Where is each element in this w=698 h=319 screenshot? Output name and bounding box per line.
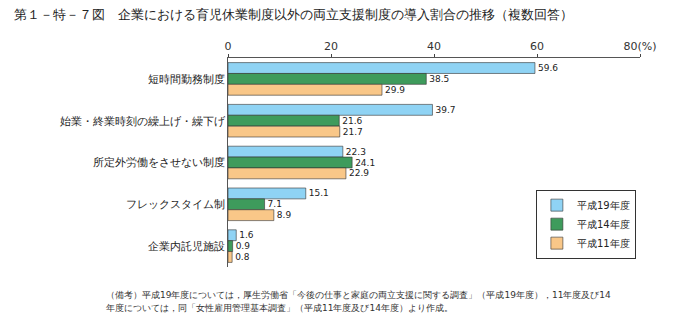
svg-text:0: 0 (225, 40, 232, 53)
svg-text:20: 20 (324, 40, 338, 53)
svg-text:平成11年度: 平成11年度 (577, 238, 630, 249)
svg-text:24.1: 24.1 (355, 158, 375, 168)
svg-text:平成19年度: 平成19年度 (577, 200, 630, 211)
svg-text:40: 40 (427, 40, 441, 53)
svg-text:15.1: 15.1 (309, 188, 329, 198)
svg-text:29.9: 29.9 (385, 85, 405, 95)
svg-text:1.6: 1.6 (239, 230, 254, 240)
svg-text:始業・終業時刻の繰上げ・繰下げ: 始業・終業時刻の繰上げ・繰下げ (60, 115, 226, 128)
svg-text:年度については，同「女性雇用管理基本調査」（平成11年度及び: 年度については，同「女性雇用管理基本調査」（平成11年度及び14年度）より作成。 (106, 303, 453, 313)
svg-text:企業内託児施設: 企業内託児施設 (148, 240, 225, 253)
svg-text:80(%): 80(%) (623, 40, 656, 53)
svg-text:第１－特－７図 企業における育児休業制度以外の両立支援制度の: 第１－特－７図 企業における育児休業制度以外の両立支援制度の導入割合の推移（複数… (14, 7, 573, 22)
svg-text:21.6: 21.6 (342, 116, 362, 126)
svg-text:（備考）平成19年度については，厚生労働省「今後の仕事と家庭: （備考）平成19年度については，厚生労働省「今後の仕事と家庭の両立支援に関する調… (106, 290, 611, 300)
svg-text:39.7: 39.7 (435, 105, 455, 115)
svg-text:8.9: 8.9 (277, 210, 292, 220)
svg-text:0.8: 0.8 (235, 252, 250, 262)
svg-text:平成14年度: 平成14年度 (577, 219, 630, 230)
svg-text:所定外労働をさせない制度: 所定外労働をさせない制度 (93, 156, 225, 169)
svg-text:フレックスタイム制: フレックスタイム制 (126, 198, 225, 211)
svg-text:21.7: 21.7 (343, 127, 363, 137)
svg-text:0.9: 0.9 (236, 241, 251, 251)
svg-text:59.6: 59.6 (538, 63, 558, 73)
svg-text:7.1: 7.1 (268, 199, 282, 209)
svg-text:22.3: 22.3 (346, 147, 366, 157)
svg-text:38.5: 38.5 (429, 74, 449, 84)
svg-text:22.9: 22.9 (349, 168, 369, 178)
svg-text:短時間勤務制度: 短時間勤務制度 (148, 73, 225, 86)
svg-text:60: 60 (530, 40, 544, 53)
